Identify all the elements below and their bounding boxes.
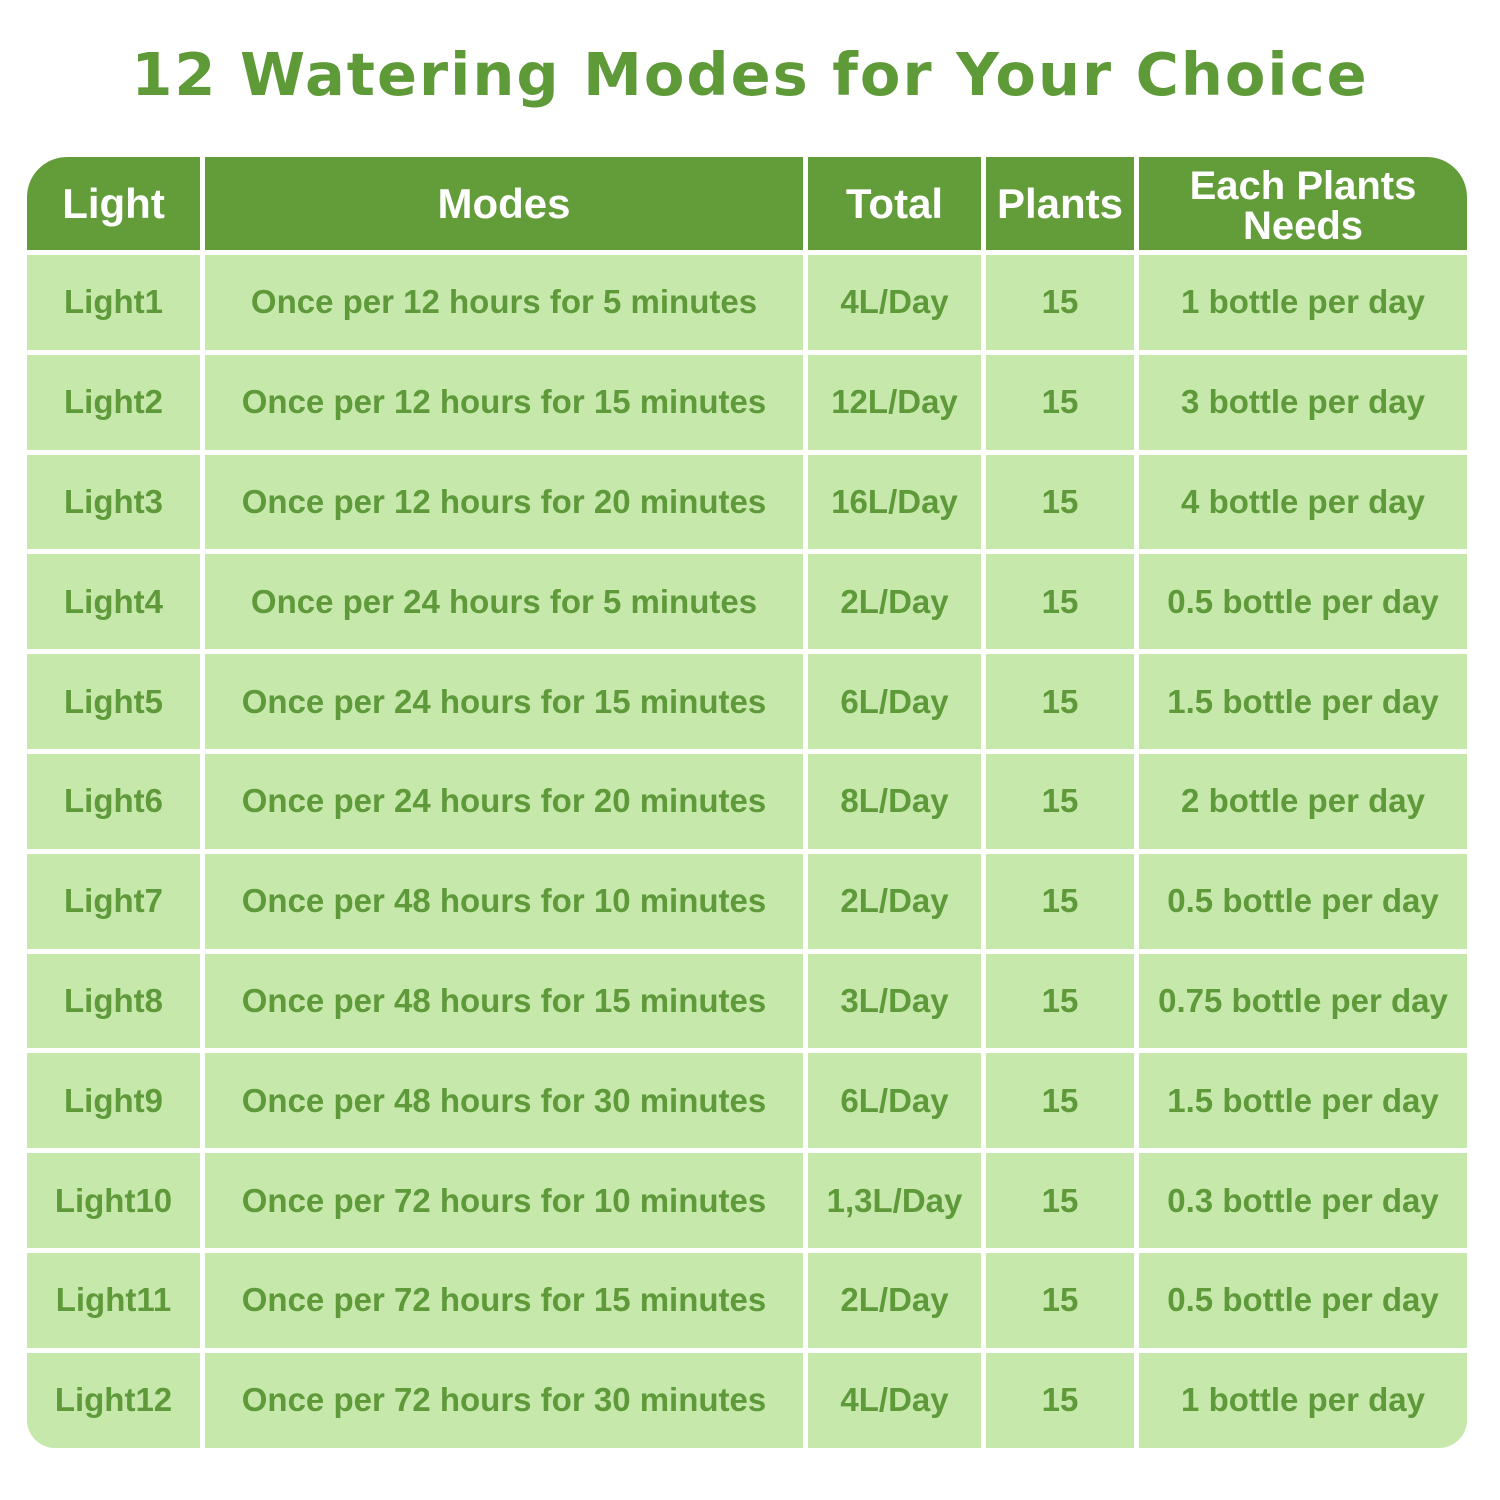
cell-mode: Once per 12 hours for 15 minutes: [205, 354, 803, 450]
cell-mode: Once per 12 hours for 5 minutes: [205, 255, 803, 350]
cell-each-plant-needs: 3 bottle per day: [1139, 354, 1467, 450]
cell-light: Light8: [27, 953, 200, 1049]
cell-plants: 15: [986, 953, 1134, 1049]
cell-plants: 15: [986, 554, 1134, 650]
cell-plants: 15: [986, 753, 1134, 849]
cell-mode: Once per 72 hours for 30 minutes: [205, 1352, 803, 1448]
cell-total: 4L/Day: [808, 1352, 981, 1448]
cell-each-plant-needs: 1 bottle per day: [1139, 1352, 1467, 1448]
cell-each-plant-needs: 0.5 bottle per day: [1139, 853, 1467, 949]
cell-plants: 15: [986, 1352, 1134, 1448]
header-light: Light: [27, 157, 200, 250]
cell-light: Light10: [27, 1153, 200, 1248]
cell-plants: 15: [986, 1053, 1134, 1149]
cell-total: 2L/Day: [808, 554, 981, 650]
cell-plants: 15: [986, 454, 1134, 550]
cell-total: 16L/Day: [808, 454, 981, 550]
cell-each-plant-needs: 1.5 bottle per day: [1139, 654, 1467, 749]
cell-total: 12L/Day: [808, 354, 981, 450]
cell-mode: Once per 48 hours for 15 minutes: [205, 953, 803, 1049]
cell-plants: 15: [986, 255, 1134, 350]
cell-each-plant-needs: 2 bottle per day: [1139, 753, 1467, 849]
cell-light: Light6: [27, 753, 200, 849]
cell-light: Light2: [27, 354, 200, 450]
cell-light: Light12: [27, 1352, 200, 1448]
header-each-plants-needs: Each Plants Needs: [1139, 157, 1467, 250]
cell-mode: Once per 72 hours for 10 minutes: [205, 1153, 803, 1248]
cell-plants: 15: [986, 853, 1134, 949]
cell-plants: 15: [986, 354, 1134, 450]
header-total: Total: [808, 157, 981, 250]
header-plants: Plants: [986, 157, 1134, 250]
cell-each-plant-needs: 0.5 bottle per day: [1139, 554, 1467, 650]
cell-total: 1,3L/Day: [808, 1153, 981, 1248]
cell-each-plant-needs: 4 bottle per day: [1139, 454, 1467, 550]
cell-mode: Once per 48 hours for 30 minutes: [205, 1053, 803, 1149]
cell-plants: 15: [986, 654, 1134, 749]
cell-plants: 15: [986, 1252, 1134, 1348]
cell-light: Light9: [27, 1053, 200, 1149]
cell-total: 2L/Day: [808, 1252, 981, 1348]
cell-total: 6L/Day: [808, 1053, 981, 1149]
page-title: 12 Watering Modes for Your Choice: [131, 40, 1369, 109]
cell-total: 2L/Day: [808, 853, 981, 949]
cell-light: Light7: [27, 853, 200, 949]
cell-light: Light11: [27, 1252, 200, 1348]
cell-mode: Once per 24 hours for 15 minutes: [205, 654, 803, 749]
cell-total: 4L/Day: [808, 255, 981, 350]
header-modes: Modes: [205, 157, 803, 250]
cell-total: 6L/Day: [808, 654, 981, 749]
cell-total: 3L/Day: [808, 953, 981, 1049]
cell-mode: Once per 48 hours for 10 minutes: [205, 853, 803, 949]
cell-light: Light5: [27, 654, 200, 749]
cell-each-plant-needs: 0.75 bottle per day: [1139, 953, 1467, 1049]
cell-each-plant-needs: 1 bottle per day: [1139, 255, 1467, 350]
cell-mode: Once per 72 hours for 15 minutes: [205, 1252, 803, 1348]
watering-modes-table: Light Modes Total Plants Each Plants Nee…: [27, 157, 1467, 1448]
cell-mode: Once per 12 hours for 20 minutes: [205, 454, 803, 550]
cell-each-plant-needs: 1.5 bottle per day: [1139, 1053, 1467, 1149]
cell-mode: Once per 24 hours for 20 minutes: [205, 753, 803, 849]
cell-mode: Once per 24 hours for 5 minutes: [205, 554, 803, 650]
cell-each-plant-needs: 0.3 bottle per day: [1139, 1153, 1467, 1248]
cell-each-plant-needs: 0.5 bottle per day: [1139, 1252, 1467, 1348]
cell-light: Light3: [27, 454, 200, 550]
cell-light: Light4: [27, 554, 200, 650]
cell-total: 8L/Day: [808, 753, 981, 849]
cell-light: Light1: [27, 255, 200, 350]
cell-plants: 15: [986, 1153, 1134, 1248]
